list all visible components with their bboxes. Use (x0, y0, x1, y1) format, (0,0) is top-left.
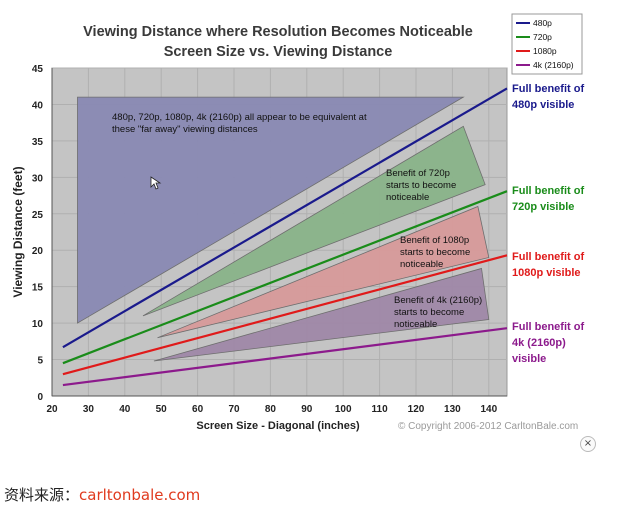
legend-entry: 480p (533, 18, 552, 28)
region-2 (157, 205, 490, 339)
x-tick-label: 100 (335, 404, 352, 415)
x-tick-label: 110 (372, 404, 389, 415)
x-tick-label: 90 (301, 404, 313, 415)
x-tick-label: 20 (46, 404, 58, 415)
region-annotation-2: Benefit of 1080p starts to become noticeab… (400, 235, 470, 270)
region-annotation-3: Benefit of 4k (2160p) starts to become not… (394, 295, 482, 330)
x-tick-label: 30 (83, 404, 95, 415)
x-tick-label: 140 (480, 404, 497, 415)
x-tick-label: 120 (408, 404, 425, 415)
x-tick-label: 130 (444, 404, 461, 415)
region-annotation-1: Benefit of 720p starts to become noticeabl… (386, 168, 456, 203)
region-0 (77, 96, 465, 324)
series-line-4k-2160p- (62, 327, 508, 387)
y-tick-label: 45 (32, 64, 44, 75)
y-tick-label: 5 (37, 356, 43, 367)
y-tick-label: 0 (37, 392, 43, 403)
y-tick-label: 20 (32, 246, 44, 257)
y-tick-label: 40 (32, 100, 44, 111)
region-1 (142, 125, 486, 317)
x-axis-label: Screen Size - Diagonal (inches) (196, 420, 360, 432)
side-label-1: Full benefit of 720p visible (512, 185, 584, 213)
x-tick-label: 50 (156, 404, 168, 415)
y-axis-label: Viewing Distance (feet) (11, 166, 25, 297)
x-tick-label: 60 (192, 404, 204, 415)
chart-title: Viewing Distance where Resolution Become… (83, 24, 473, 40)
legend-entry: 4k (2160p) (533, 60, 574, 70)
source-prefix: 资料来源： (4, 486, 80, 504)
y-tick-label: 30 (32, 173, 44, 184)
region-3 (153, 267, 490, 362)
legend-entry: 1080p (533, 46, 557, 56)
close-button[interactable]: × (580, 436, 596, 452)
chart-subtitle: Screen Size vs. Viewing Distance (164, 44, 393, 60)
y-tick-label: 35 (32, 137, 44, 148)
cursor-icon (150, 176, 162, 190)
x-tick-label: 40 (119, 404, 131, 415)
side-label-3: Full benefit of 4k (2160p) visible (512, 321, 584, 365)
source-link[interactable]: carltonbale.com (79, 486, 201, 504)
x-tick-label: 70 (228, 404, 240, 415)
x-tick-label: 80 (265, 404, 277, 415)
series-line-1080p (62, 254, 508, 376)
legend: 480p 720p 1080p 4k (2160p) (511, 13, 583, 75)
source-line: 资料来源：carltonbale.com (4, 484, 200, 505)
y-tick-label: 25 (32, 210, 44, 221)
legend-entry: 720p (533, 32, 552, 42)
y-tick-label: 15 (32, 283, 44, 294)
y-tick-label: 10 (32, 319, 44, 330)
chart: Viewing Distance where Resolution Become… (11, 13, 584, 432)
series-line-480p (62, 87, 508, 349)
copyright-text: © Copyright 2006-2012 CarltonBale.com (398, 421, 578, 432)
side-label-0: Full benefit of 480p visible (512, 83, 584, 111)
region-annotation-0: 480p, 720p, 1080p, 4k (2160p) all appear… (112, 112, 367, 135)
series-line-720p (62, 190, 508, 365)
side-label-2: Full benefit of 1080p visible (512, 251, 584, 279)
